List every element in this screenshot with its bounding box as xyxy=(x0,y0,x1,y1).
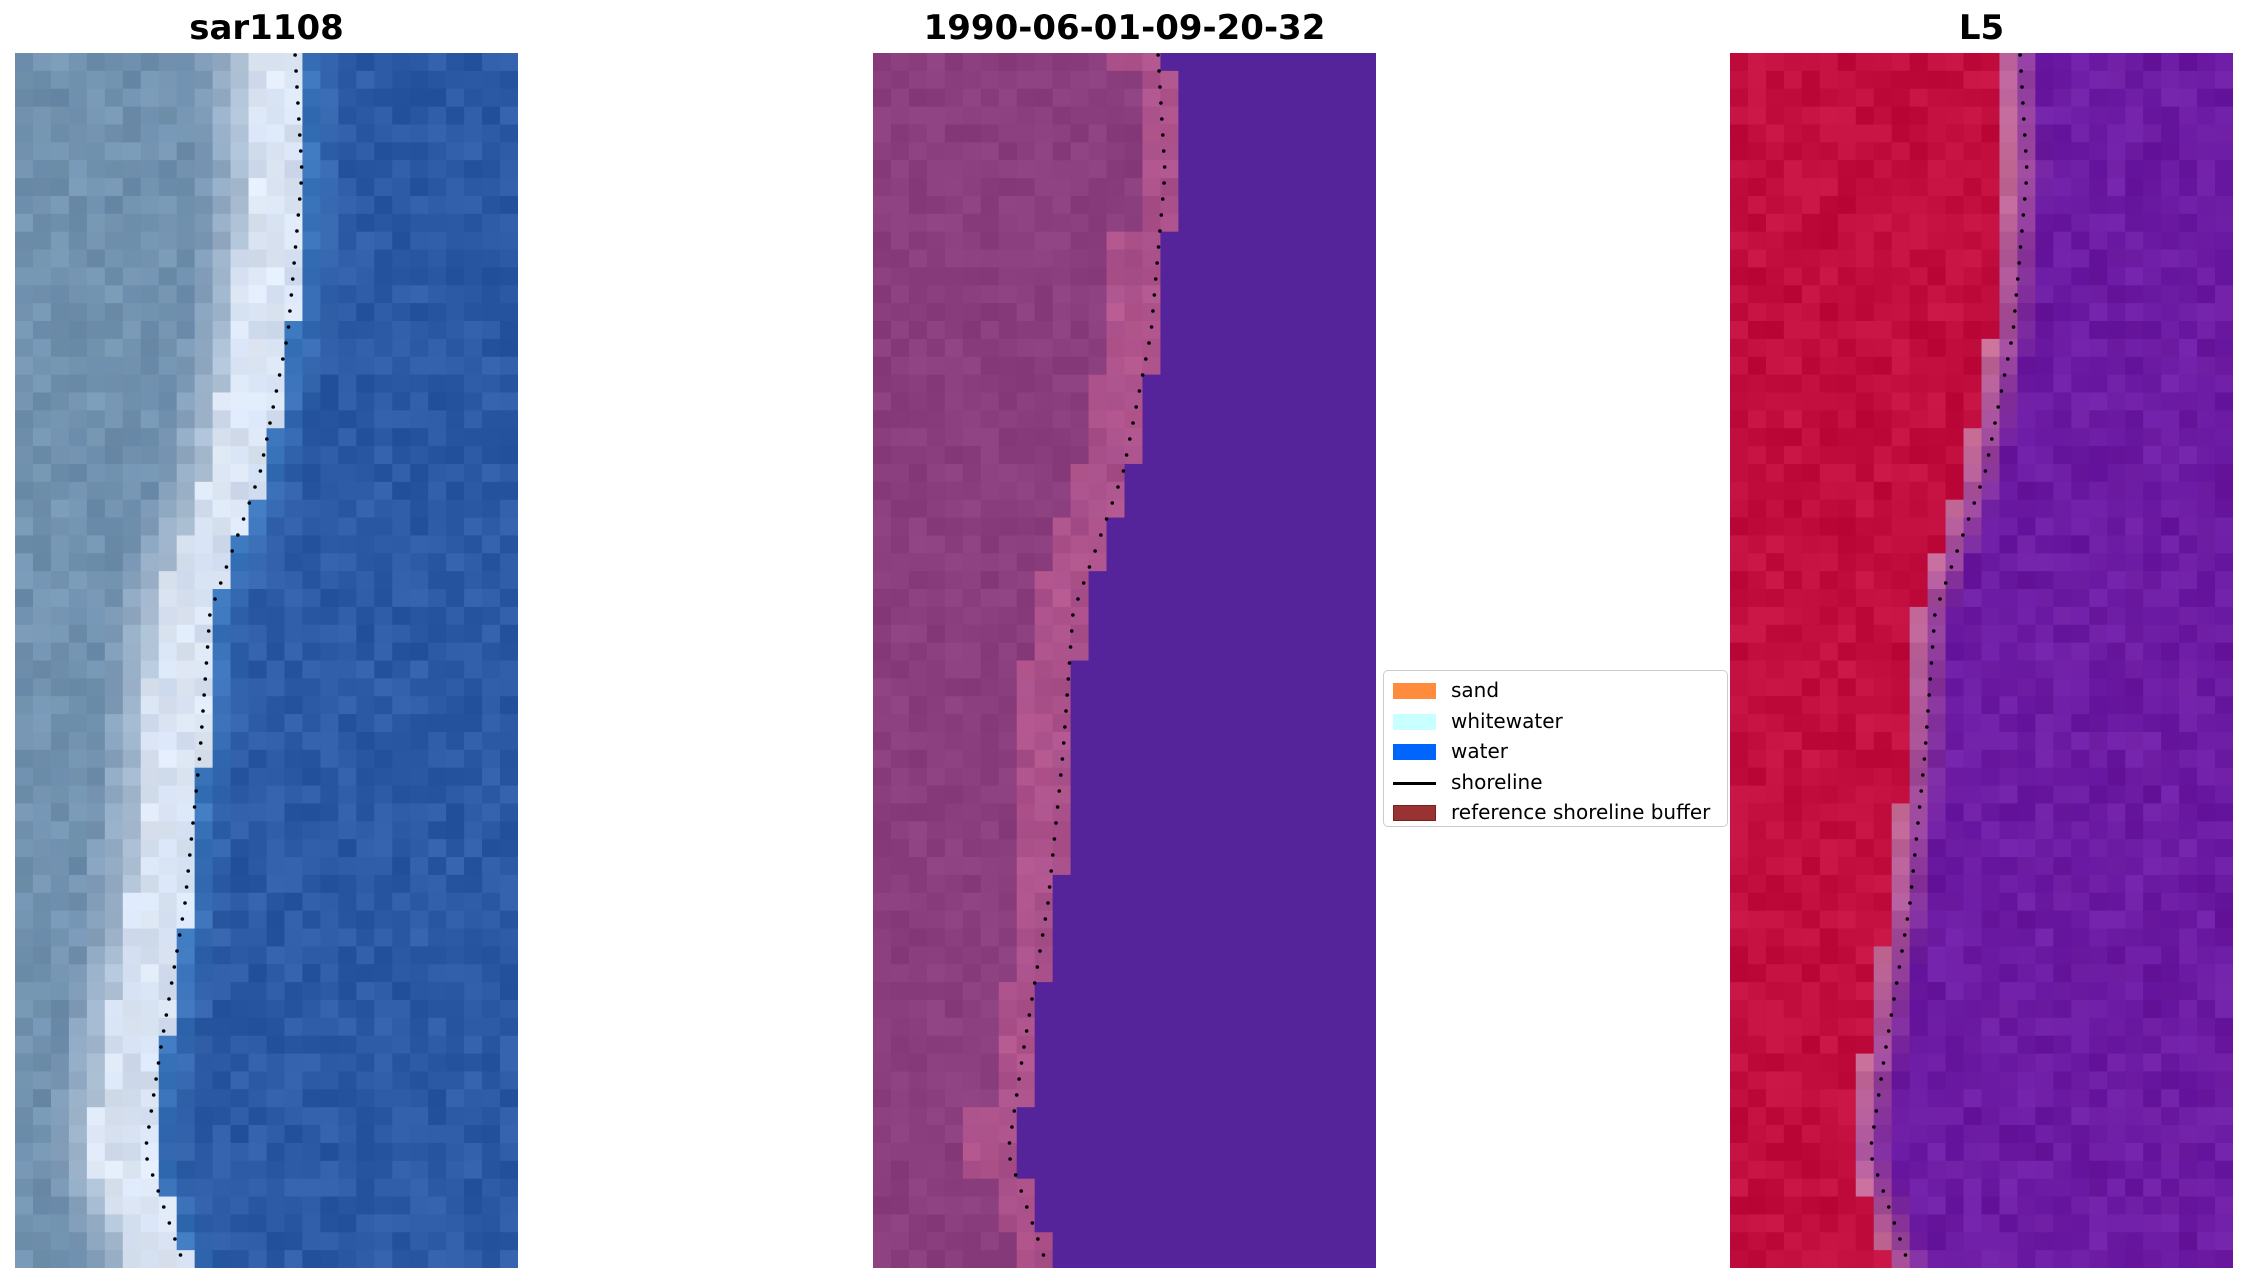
rgb-image xyxy=(15,53,518,1268)
legend-label-reference-buffer: reference shoreline buffer xyxy=(1451,800,1711,824)
legend-item-reference-buffer: reference shoreline buffer xyxy=(1384,797,1727,828)
legend-swatch-reference-buffer xyxy=(1393,805,1436,821)
classified-image-panel xyxy=(873,53,1376,1268)
rgb-image-panel xyxy=(15,53,518,1268)
legend-label-sand: sand xyxy=(1451,678,1500,702)
shoreline-dots xyxy=(1869,53,2029,1257)
legend-item-shoreline: shoreline xyxy=(1384,767,1727,798)
index-image xyxy=(1730,53,2233,1268)
legend-label-whitewater: whitewater xyxy=(1451,708,1563,733)
shoreline-dots xyxy=(144,53,304,1257)
legend-item-whitewater: whitewater xyxy=(1384,706,1727,737)
legend-swatch-sand xyxy=(1393,683,1436,699)
legend-item-water: water xyxy=(1384,736,1727,767)
index-image-panel xyxy=(1730,53,2233,1268)
shoreline-dots xyxy=(1007,53,1167,1257)
legend-line-shoreline xyxy=(1393,781,1436,785)
legend-item-sand: sand xyxy=(1384,675,1727,706)
panel-title-classified: 1990-06-01-09-20-32 xyxy=(923,8,1326,48)
classified-image xyxy=(873,53,1376,1268)
panel-title-rgb: sar1108 xyxy=(189,8,344,48)
legend-swatch-whitewater xyxy=(1393,713,1436,730)
legend: sand whitewater water shoreline referenc… xyxy=(1383,670,1728,827)
panel-title-index: L5 xyxy=(1958,8,2005,48)
legend-swatch-water xyxy=(1393,744,1436,760)
legend-label-shoreline: shoreline xyxy=(1451,769,1543,794)
legend-label-water: water xyxy=(1451,739,1508,763)
